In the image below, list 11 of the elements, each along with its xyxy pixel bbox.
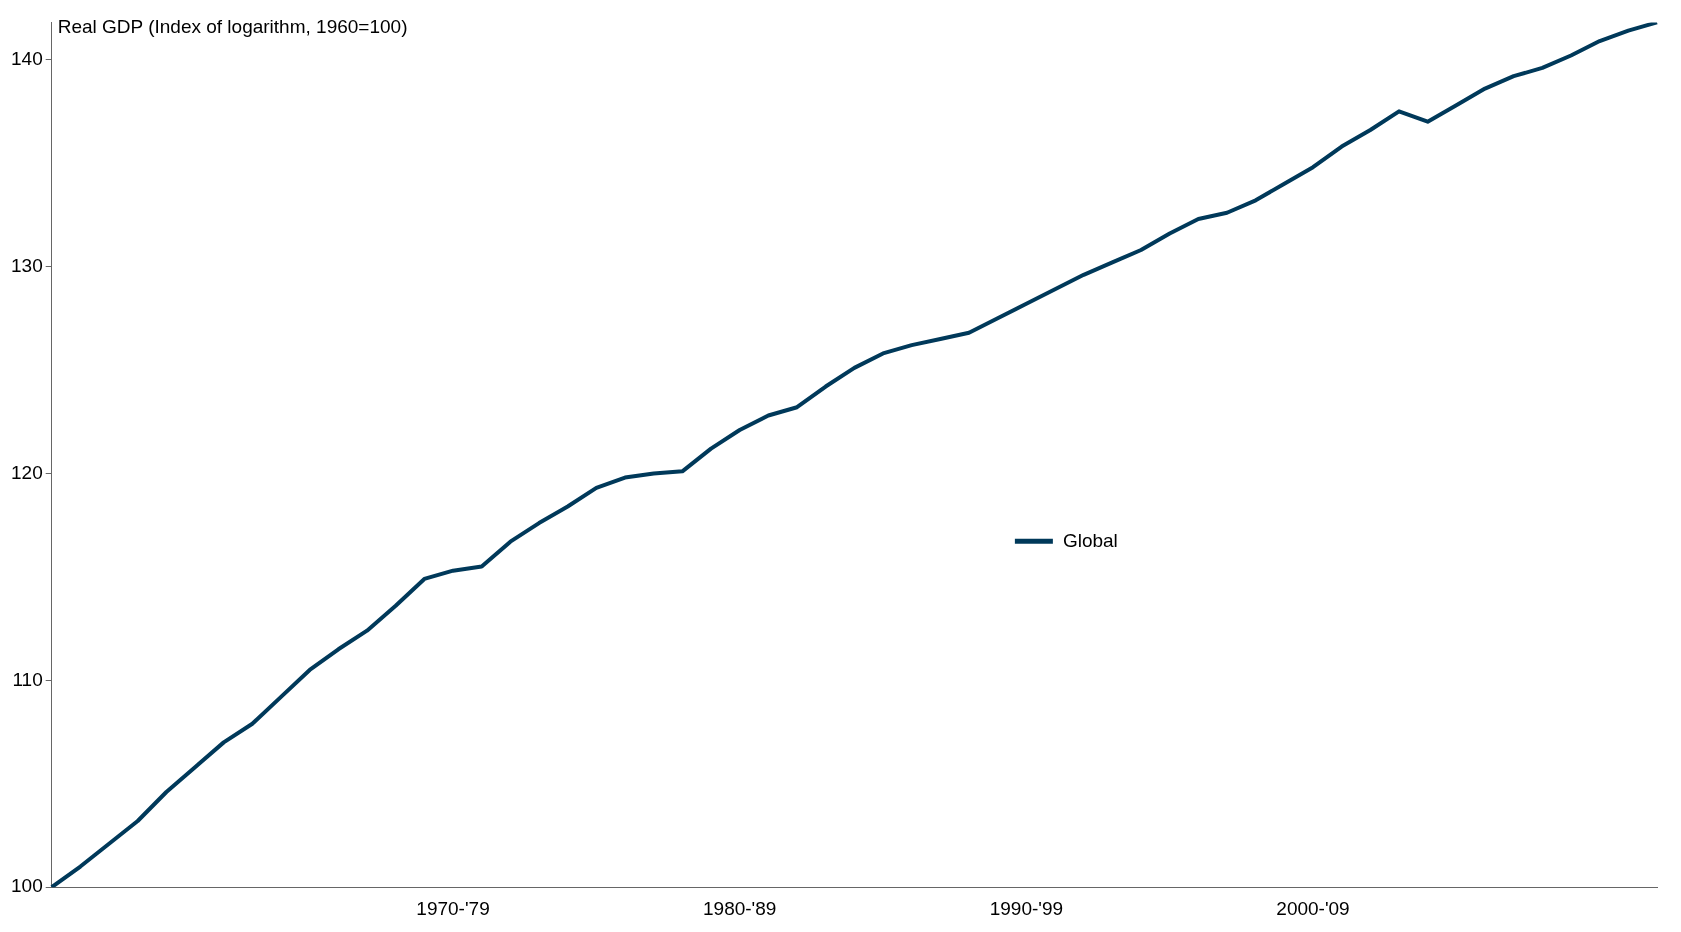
x-tick-label: 2000-'09 — [1276, 897, 1350, 919]
y-axis-title: Real GDP (Index of logarithm, 1960=100) — [57, 16, 408, 38]
y-tick-label: 120 — [11, 461, 43, 483]
y-tick-label: 110 — [12, 668, 43, 690]
y-tick-label: 140 — [11, 47, 43, 69]
x-tick-label: 1990-'99 — [989, 897, 1064, 919]
x-tick-label: 1970-'79 — [416, 897, 490, 919]
legend-label: Global — [1062, 529, 1118, 551]
y-tick-label: 130 — [11, 254, 43, 276]
y-tick-label: 100 — [11, 875, 43, 897]
x-tick-label: 1980-'89 — [703, 897, 777, 919]
